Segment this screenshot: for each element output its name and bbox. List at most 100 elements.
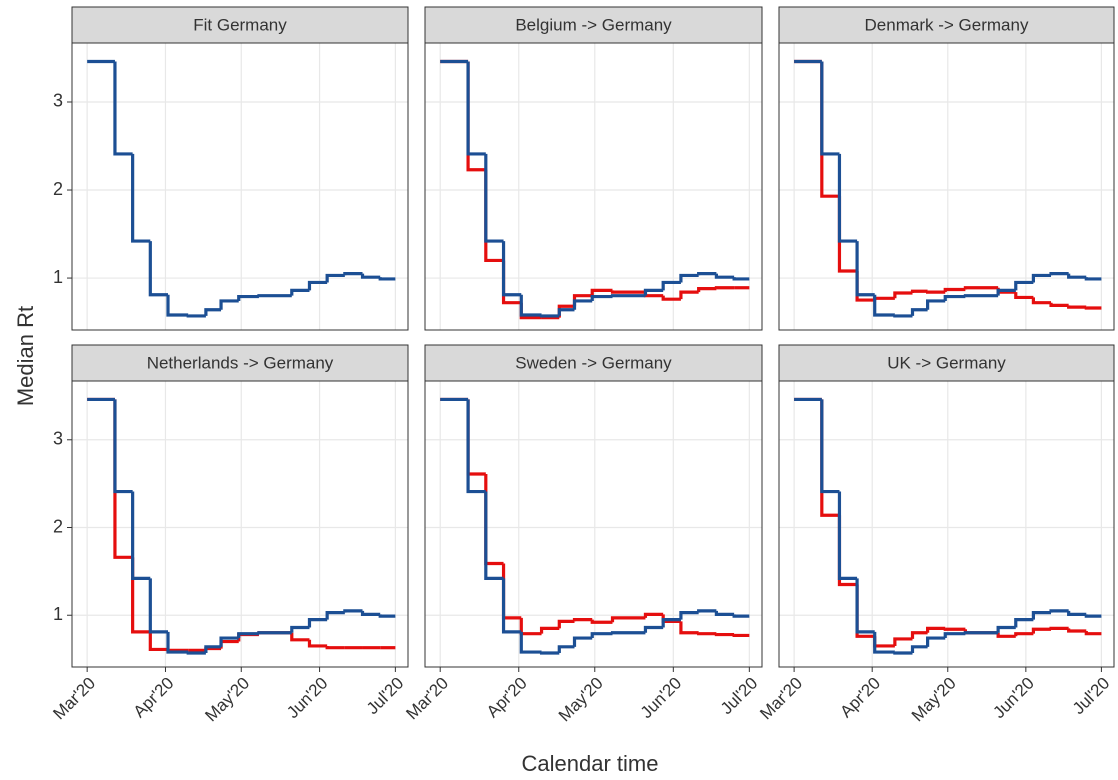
line-step: [1067, 628, 1087, 633]
line-step: [219, 636, 239, 647]
line-step: [661, 295, 681, 301]
line-step: [926, 299, 946, 310]
line-step: [837, 153, 858, 243]
line-step: [590, 294, 613, 301]
facet-strip: [71, 6, 409, 44]
line-step: [1031, 273, 1052, 283]
line-step: [855, 578, 875, 634]
line-step: [873, 294, 895, 317]
line-step: [501, 241, 522, 297]
panel-border: [71, 380, 409, 668]
line-step: [661, 618, 681, 628]
facet-title: Denmark -> Germany: [865, 15, 1029, 34]
step-line: [87, 397, 396, 655]
line-step: [1067, 305, 1087, 309]
line-step: [113, 61, 133, 156]
x-tick-label: Jun'20: [637, 674, 685, 722]
step-line: [794, 59, 1102, 318]
line-step: [643, 625, 664, 633]
y-tick-label: 1: [53, 604, 63, 624]
line-step: [1084, 631, 1102, 636]
line-step: [820, 61, 840, 156]
line-step: [1049, 609, 1069, 613]
line-step: [204, 646, 222, 651]
facet-strip: [71, 344, 409, 382]
y-axis-title: Median Rt: [13, 306, 38, 406]
line-step: [360, 610, 381, 616]
line-step: [1014, 292, 1034, 300]
line-step: [996, 288, 1016, 296]
line-step: [963, 286, 999, 290]
x-tick-label: Apr'20: [483, 674, 531, 722]
line-step: [1084, 306, 1102, 310]
panel-border: [778, 42, 1115, 331]
line-step: [257, 294, 292, 298]
x-tick-label: Apr'20: [130, 674, 178, 722]
line-step: [1049, 302, 1069, 307]
step-line: [87, 59, 396, 318]
line-step: [539, 651, 560, 655]
line-step: [1067, 610, 1087, 616]
y-tick-label: 3: [53, 429, 63, 449]
line-step: [893, 637, 913, 646]
line-step: [307, 618, 328, 628]
line-step: [290, 625, 310, 633]
line-step: [1049, 272, 1069, 276]
line-step: [697, 287, 717, 293]
line-step: [148, 578, 168, 634]
line-step: [237, 632, 259, 639]
line-step: [714, 286, 735, 290]
line-step: [714, 632, 735, 637]
x-tick-label: Jul'20: [1069, 674, 1113, 718]
plot-panel: [72, 381, 408, 667]
line-step: [466, 399, 486, 494]
line-step: [926, 636, 946, 647]
line-step: [1084, 277, 1102, 281]
line-step: [466, 61, 486, 156]
plot-panel: [425, 43, 762, 330]
x-tick-label: Mar'20: [49, 674, 99, 724]
line-step: [893, 314, 913, 318]
line-step: [590, 619, 613, 624]
line-step: [910, 289, 928, 294]
plot-panel: [72, 43, 408, 330]
line-step: [1084, 614, 1102, 618]
line-step: [325, 273, 345, 283]
line-step: [679, 273, 699, 283]
line-step: [307, 639, 328, 648]
line-step: [873, 631, 895, 654]
line-step: [186, 314, 206, 318]
line-step: [697, 609, 717, 613]
x-tick-label: Jul'20: [363, 674, 407, 718]
panel-border: [71, 42, 409, 331]
line-step: [519, 631, 542, 654]
x-tick-label: Jul'20: [717, 674, 761, 718]
line-step: [855, 241, 875, 297]
line-step: [943, 287, 966, 293]
x-tick-label: Apr'20: [836, 674, 884, 722]
line-step: [926, 626, 946, 633]
line-step: [484, 153, 504, 243]
x-tick-label: May'20: [555, 674, 607, 726]
line-step: [610, 290, 646, 294]
line-step: [343, 609, 363, 613]
panel-border: [424, 380, 763, 668]
facet-title: Belgium -> Germany: [515, 15, 672, 34]
line-step: [572, 636, 593, 647]
facet-strip: [424, 344, 763, 382]
line-step: [1014, 618, 1034, 628]
line-step: [307, 280, 328, 291]
plot-panel: [425, 381, 762, 667]
step-line: [794, 397, 1102, 655]
line-step: [661, 280, 681, 291]
panel-border: [424, 42, 763, 331]
line-step: [539, 626, 560, 634]
line-step: [113, 399, 133, 494]
line-step: [1067, 273, 1087, 279]
line-step: [963, 294, 999, 298]
line-step: [697, 272, 717, 276]
line-step: [732, 277, 750, 281]
y-tick-label: 1: [53, 267, 63, 287]
